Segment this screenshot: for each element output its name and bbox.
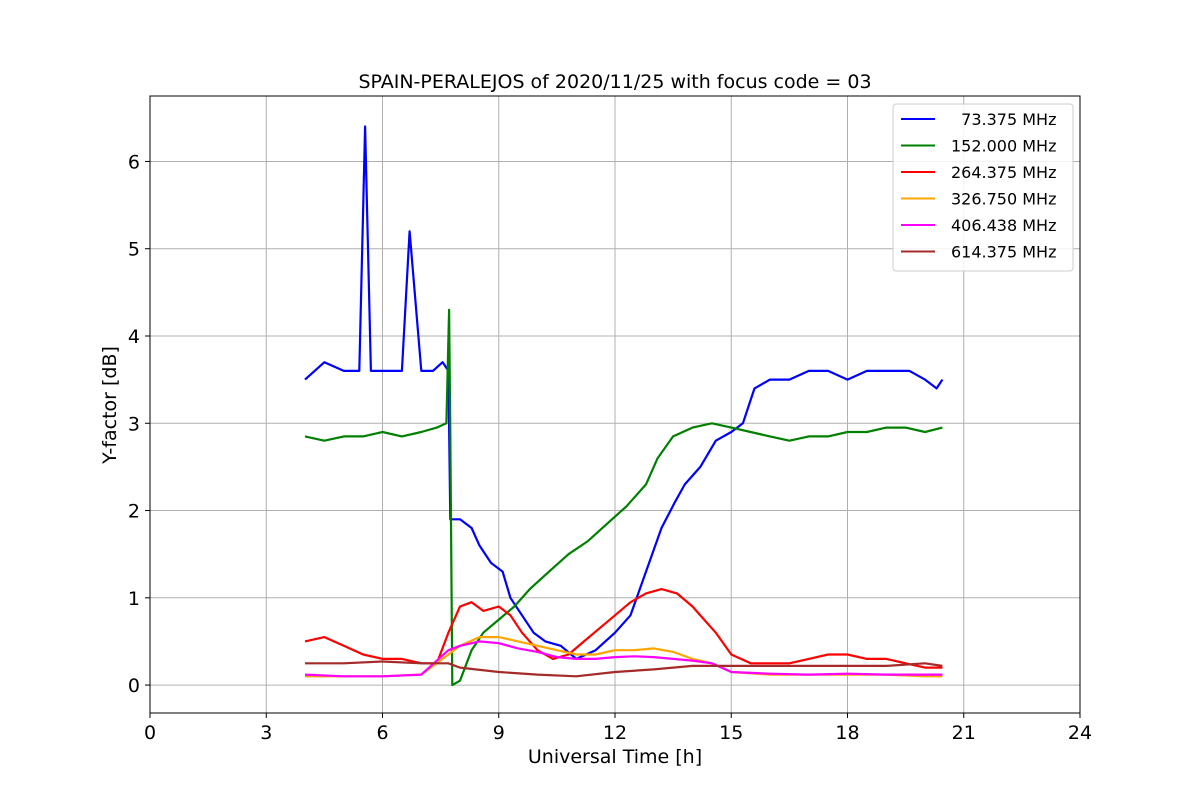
x-tick-label: 0 [144, 722, 156, 744]
x-tick-label: 18 [835, 722, 859, 744]
y-tick-label: 4 [128, 326, 140, 348]
x-tick-label: 3 [260, 722, 272, 744]
y-axis-label: Y-factor [dB] [99, 346, 121, 465]
plot-area [304, 125, 944, 687]
legend-label-3: 326.750 MHz [951, 190, 1056, 209]
y-tick-label: 6 [128, 151, 140, 173]
x-tick-label: 12 [603, 722, 627, 744]
y-tick-label: 0 [128, 675, 140, 697]
chart-title: SPAIN-PERALEJOS of 2020/11/25 with focus… [358, 71, 871, 93]
y-tick-label: 3 [128, 413, 140, 435]
y-tick-label: 2 [128, 501, 140, 523]
series-line-4 [304, 640, 943, 678]
x-axis-label: Universal Time [h] [528, 746, 702, 768]
y-tick-label: 5 [128, 239, 140, 261]
series-line-1 [304, 308, 943, 687]
legend-label-0: 73.375 MHz [951, 110, 1056, 129]
x-tick-label: 9 [493, 722, 505, 744]
x-tick-label: 21 [952, 722, 976, 744]
x-tick-label: 6 [376, 722, 388, 744]
legend-box [892, 103, 1074, 272]
y-tick-label: 1 [128, 588, 140, 610]
series-line-5 [305, 660, 943, 678]
legend: 73.375 MHz 152.000 MHz 264.375 MHz 326.750 … [892, 103, 1074, 272]
x-tick-label: 15 [719, 722, 743, 744]
legend-label-5: 614.375 MHz [951, 243, 1056, 262]
legend-label-2: 264.375 MHz [951, 163, 1056, 182]
legend-label-4: 406.438 MHz [951, 216, 1056, 235]
legend-label-1: 152.000 MHz [951, 137, 1056, 156]
x-tick-label: 24 [1068, 722, 1092, 744]
